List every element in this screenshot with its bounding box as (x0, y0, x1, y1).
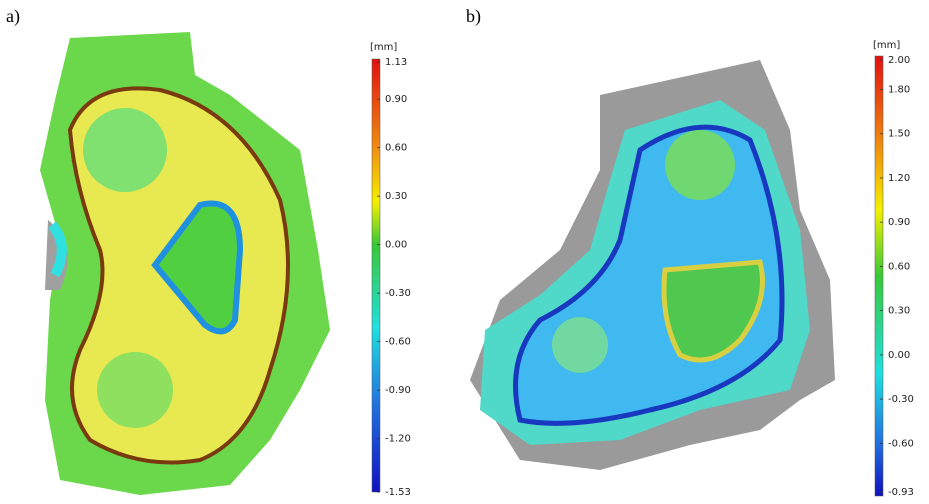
tick-label: -0.60 (888, 438, 914, 449)
tick-label: 1.50 (888, 129, 910, 140)
tick-label: -0.93 (888, 487, 914, 498)
tick-label: 0.90 (888, 217, 910, 228)
tick-label: 1.80 (888, 84, 910, 95)
tick-label: 0.60 (888, 261, 910, 272)
colorbar (875, 56, 883, 496)
deviation-map-b (470, 60, 835, 470)
tick-label: 0.30 (385, 191, 407, 202)
tick-label: 0.00 (385, 240, 407, 251)
tick-label: 1.13 (385, 57, 407, 68)
tick-label: -0.90 (385, 385, 411, 396)
tick-label: -0.30 (888, 394, 914, 405)
tick-label: -0.60 (385, 337, 411, 348)
panel-label: a) (6, 6, 20, 27)
colorbar (372, 59, 380, 492)
deviation-map-a (40, 32, 330, 495)
unit-label: [mm] (873, 40, 900, 51)
figure: a) b) [mm] 1.13 0.90 0.60 0.30 0.00 -0.30 -0.60… (0, 0, 929, 504)
panel-label: b) (466, 6, 481, 27)
tick-label: 0.00 (888, 350, 910, 361)
tick-label: 0.30 (888, 306, 910, 317)
tick-label: -1.53 (385, 487, 411, 498)
tick-label: 0.60 (385, 143, 407, 154)
tick-label: 1.20 (888, 173, 910, 184)
tick-label: 2.00 (888, 55, 910, 66)
tick-label: 0.90 (385, 94, 407, 105)
unit-label: [mm] (370, 42, 397, 53)
tick-label: -0.30 (385, 288, 411, 299)
colorbar-a (372, 59, 380, 492)
colorbar-b (875, 56, 883, 496)
tick-label: -1.20 (385, 434, 411, 445)
